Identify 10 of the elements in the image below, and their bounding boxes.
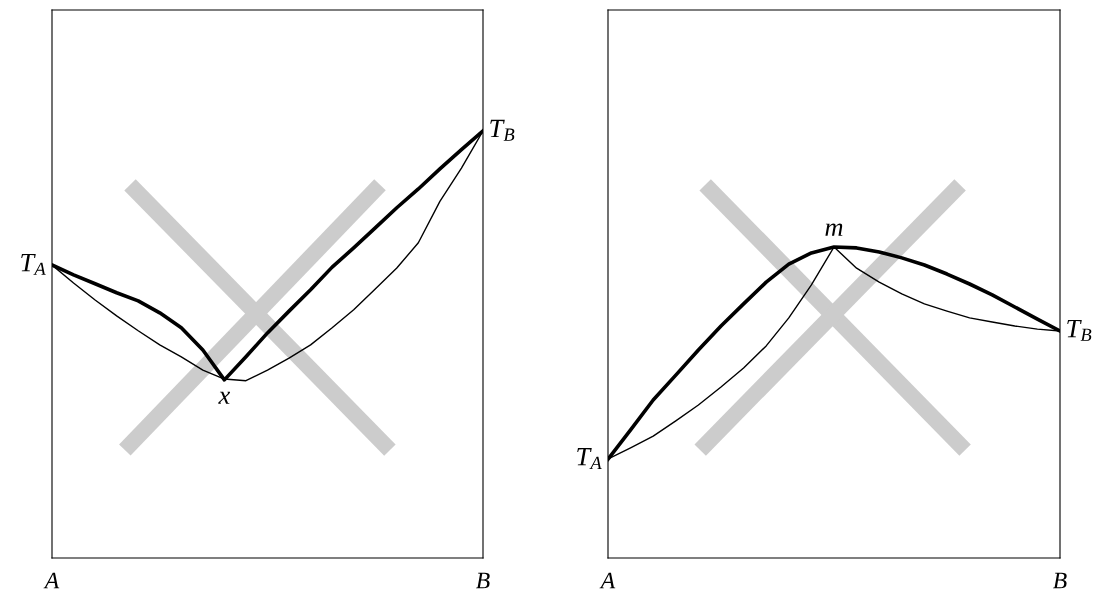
annotation: T$_{B}$ (1067, 319, 1092, 341)
annotation: T$_{B}$ (490, 119, 515, 141)
x-tick-label: A (599, 572, 616, 589)
annotation: x (218, 391, 231, 404)
annotation: T$_{A}$ (577, 448, 602, 469)
annotation: T$_{A}$ (21, 253, 46, 275)
x-tick-label: A (43, 572, 60, 589)
x-tick-label: B (476, 572, 490, 589)
annotation: m (825, 223, 843, 236)
x-tick-label: B (1053, 572, 1067, 589)
